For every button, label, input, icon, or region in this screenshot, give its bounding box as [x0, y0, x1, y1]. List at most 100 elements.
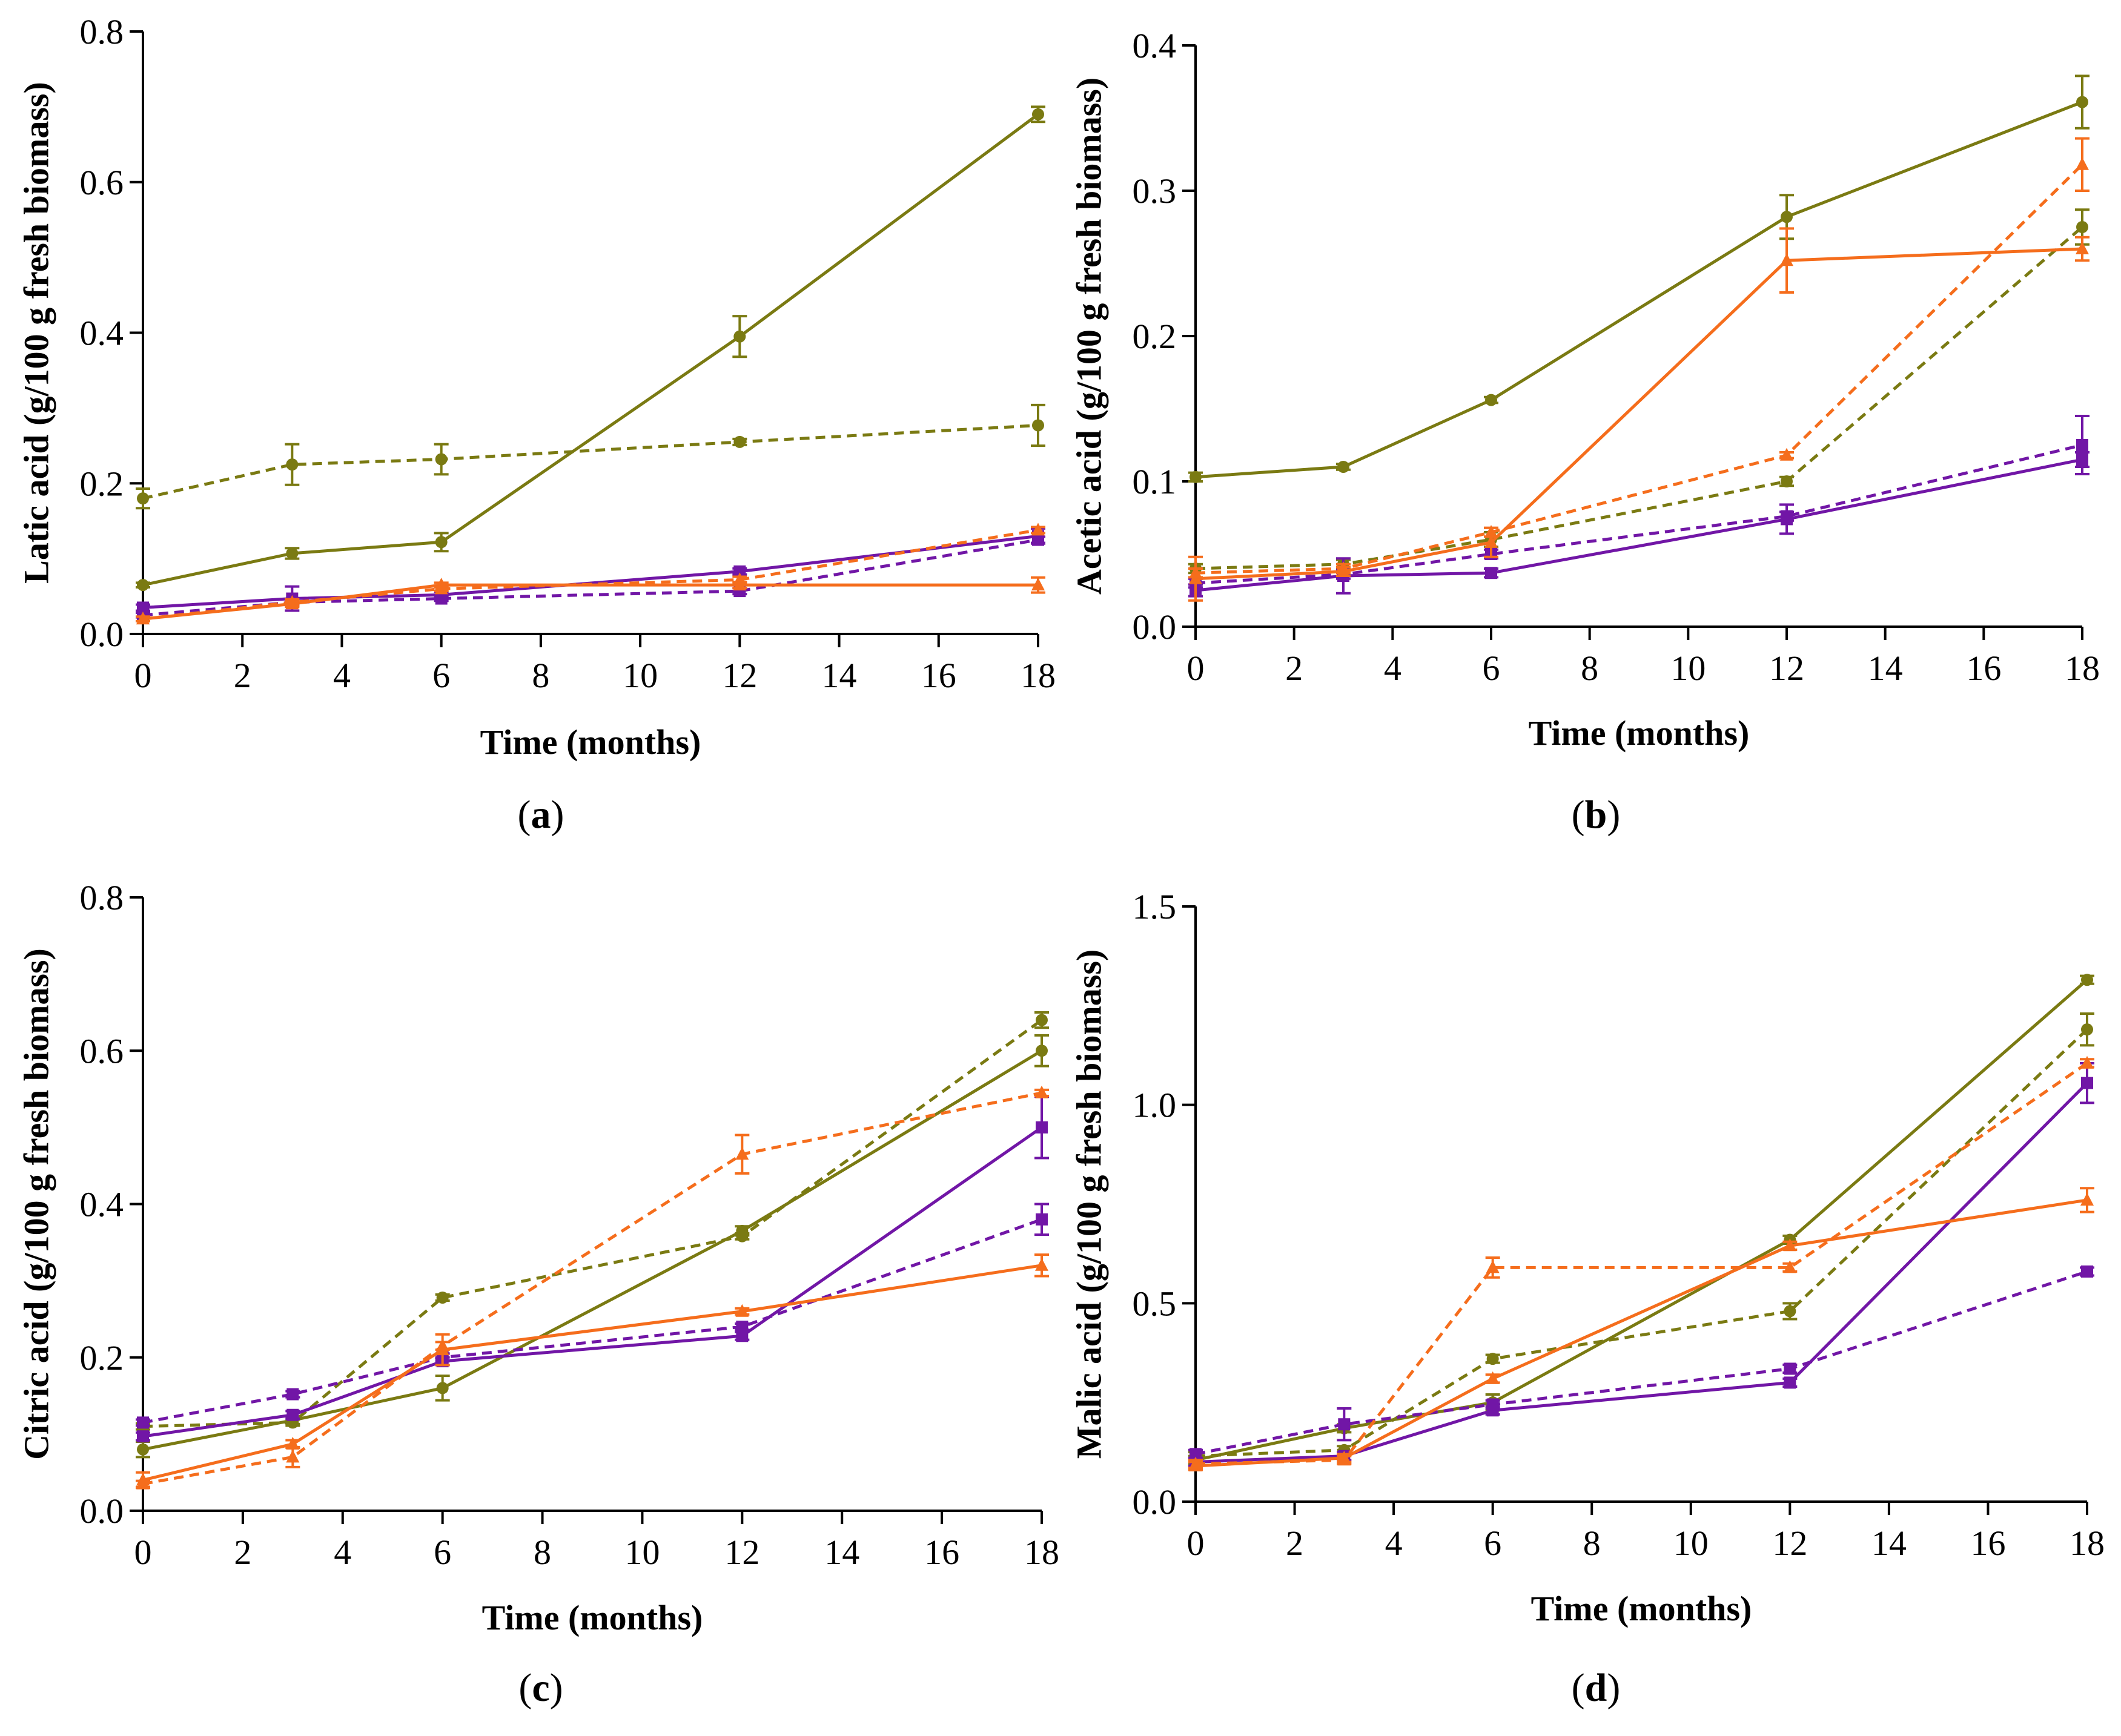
panel-b-point-orange-dashed [1484, 525, 1498, 538]
panel-c-line-olive-dashed [142, 1018, 1043, 1428]
panel-d-y-tick-label: 1.5 [1133, 887, 1177, 926]
panel-c-point-orange-dashed [735, 1147, 749, 1160]
panel-c-x-tick-label: 10 [624, 1533, 660, 1572]
panel-b-line-olive-dashed [1195, 226, 2083, 570]
panel-b-x-tick-label: 18 [2065, 649, 2100, 688]
panel-d-point-orange-dashed [1486, 1260, 1500, 1273]
panel-d-x-tick-label: 4 [1385, 1523, 1403, 1563]
panel-c-x-tick-label: 16 [924, 1533, 959, 1572]
panel-c-y-tick-label: 0.4 [80, 1185, 124, 1224]
panel-c-point-purple-solid [286, 1408, 299, 1421]
panel-a: 0 2 4 6 8 10 12 14 16 18 0.0 0.2 0.4 0.6 0.8 Time (mont… [16, 12, 1056, 837]
panel-a-y-tick-label: 0.2 [80, 464, 124, 503]
panel-a-series-olive-dashed [136, 403, 1045, 510]
panel-c-point-olive-solid [137, 1443, 149, 1456]
panel-d-line-orange-solid [1195, 1198, 2088, 1468]
panel-d-point-purple-dashed [1190, 1448, 1202, 1460]
panel-d-point-orange-solid [1783, 1238, 1797, 1252]
panel-d-line-purple-dashed [1195, 1270, 2088, 1456]
panel-a-x-tick-label: 14 [822, 656, 857, 695]
panel-b-point-olive-solid [1485, 394, 1497, 406]
panel-d-point-orange-solid [2080, 1192, 2094, 1206]
panel-a-series-olive-solid [136, 105, 1045, 592]
panel-d-point-orange-dashed [1337, 1453, 1351, 1466]
panel-a-series-purple-dashed [136, 533, 1045, 621]
panel-b-line-orange-solid [1195, 247, 2083, 581]
panel-d-point-orange-dashed [1783, 1260, 1797, 1273]
panel-c-point-olive-solid [436, 1382, 449, 1394]
panel-b-y-axis-title: Acetic acid (g/100 g fresh biomass) [1069, 78, 1108, 595]
panel-a-y-tick-label: 0.4 [80, 314, 124, 353]
panel-c-y-tick-label: 0.6 [80, 1031, 124, 1071]
panel-c-line-orange-dashed [142, 1091, 1042, 1486]
panel-d-line-purple-solid [1195, 1081, 2088, 1464]
panel-c-point-orange-dashed [136, 1476, 150, 1490]
panel-b-x-tick-label: 10 [1670, 649, 1706, 688]
panel-d-label: (d) [1572, 1666, 1621, 1710]
panel-a-point-orange-solid [1031, 578, 1045, 591]
panel-c-point-orange-dashed [435, 1338, 449, 1352]
panel-b-point-olive-solid [1190, 470, 1202, 483]
panel-a-point-olive-solid [286, 547, 299, 559]
panel-b-point-purple-dashed [1781, 510, 1793, 523]
panel-a-x-tick-label: 10 [623, 656, 658, 695]
panel-a-x-axis-title: Time (months) [480, 722, 701, 762]
panel-a-x-tick-label: 18 [1021, 656, 1056, 695]
panel-b-x-tick-label: 16 [1966, 649, 2001, 688]
panel-d-x-tick-label: 0 [1187, 1523, 1205, 1563]
panel-d-x-axis-title: Time (months) [1531, 1589, 1752, 1628]
panel-d-point-orange-dashed [2080, 1055, 2094, 1069]
panel-a-point-olive-dashed [1032, 419, 1044, 432]
panel-d-x-tick-label: 2 [1286, 1523, 1303, 1563]
panel-b: 0 2 4 6 8 10 12 14 16 18 0.0 0.1 0.2 0.3 0.4 Time (mont… [1069, 26, 2100, 837]
panel-d-point-olive-dashed [2081, 1023, 2093, 1036]
panel-d-y-tick-label: 0.5 [1133, 1284, 1177, 1323]
panel-a-point-olive-solid [733, 330, 746, 343]
panel-b-y-tick-label: 0.2 [1133, 317, 1177, 356]
panel-d-point-purple-dashed [1784, 1362, 1796, 1375]
panel-b-point-olive-solid [2076, 96, 2088, 108]
panel-c-x-tick-label: 0 [134, 1533, 152, 1572]
panel-d-series-orange-dashed [1188, 1055, 2094, 1470]
panel-b-point-olive-dashed [1781, 475, 1793, 487]
panel-a-x-tick-label: 16 [921, 656, 956, 695]
panel-c-line-purple-dashed [142, 1218, 1042, 1424]
panel-c-series-orange-solid [136, 1253, 1049, 1490]
panel-d-point-olive-dashed [1784, 1305, 1796, 1318]
panel-d-x-tick-label: 16 [1970, 1523, 2005, 1563]
panel-d-point-purple-dashed [1338, 1418, 1351, 1431]
panel-a-point-olive-dashed [733, 435, 746, 448]
panel-a-x-tick-label: 4 [333, 656, 351, 695]
panel-c-point-orange-dashed [286, 1450, 300, 1463]
panel-a-x-tick-label: 12 [722, 656, 757, 695]
panel-b-y-tick-label: 0.0 [1133, 607, 1177, 647]
panel-b-series-olive-solid [1188, 74, 2090, 483]
panel-b-point-orange-solid [1780, 253, 1793, 266]
panel-d-point-orange-dashed [1189, 1456, 1202, 1470]
panel-a-point-orange-dashed [733, 572, 747, 586]
panel-b-point-orange-dashed [2076, 157, 2089, 170]
panel-c-y-axis-title: Citric acid (g/100 g fresh biomass) [16, 948, 56, 1460]
panel-d-y-axis-title: Malic acid (g/100 g fresh biomass) [1069, 949, 1108, 1459]
panel-b-series-olive-dashed [1188, 208, 2090, 575]
panel-b-x-tick-label: 2 [1285, 649, 1303, 688]
panel-c-x-tick-label: 18 [1024, 1533, 1059, 1572]
panel-a-point-orange-dashed [1031, 523, 1045, 536]
panel-a-x-tick-label: 2 [234, 656, 251, 695]
panel-b-point-purple-dashed [2076, 439, 2088, 451]
panel-d-x-tick-label: 6 [1484, 1523, 1501, 1563]
panel-d-x-tick-label: 8 [1583, 1523, 1601, 1563]
panel-c-point-olive-dashed [436, 1291, 449, 1304]
panel-c-x-tick-label: 14 [824, 1533, 859, 1572]
panel-a-line-purple-solid [142, 534, 1039, 609]
panel-a-x-tick-label: 6 [432, 656, 450, 695]
panel-a-point-olive-solid [1032, 108, 1044, 120]
panel-d: 0 2 4 6 8 10 12 14 16 18 0.0 0.5 1.0 1.5 Time (months)… [1069, 887, 2105, 1710]
panel-b-line-purple-dashed [1195, 443, 2083, 585]
panel-d-series-olive-dashed [1188, 1012, 2094, 1462]
panel-a-y-axis-title: Latic acid (g/100 g fresh biomass) [16, 82, 56, 584]
panel-a-point-olive-dashed [137, 492, 149, 505]
panel-c: 0 2 4 6 8 10 12 14 16 18 0.0 0.2 0.4 0.6 0.8 Time (mont… [16, 878, 1059, 1710]
panel-b-x-tick-label: 8 [1581, 649, 1598, 688]
panel-c-series-olive-solid [136, 1034, 1049, 1459]
